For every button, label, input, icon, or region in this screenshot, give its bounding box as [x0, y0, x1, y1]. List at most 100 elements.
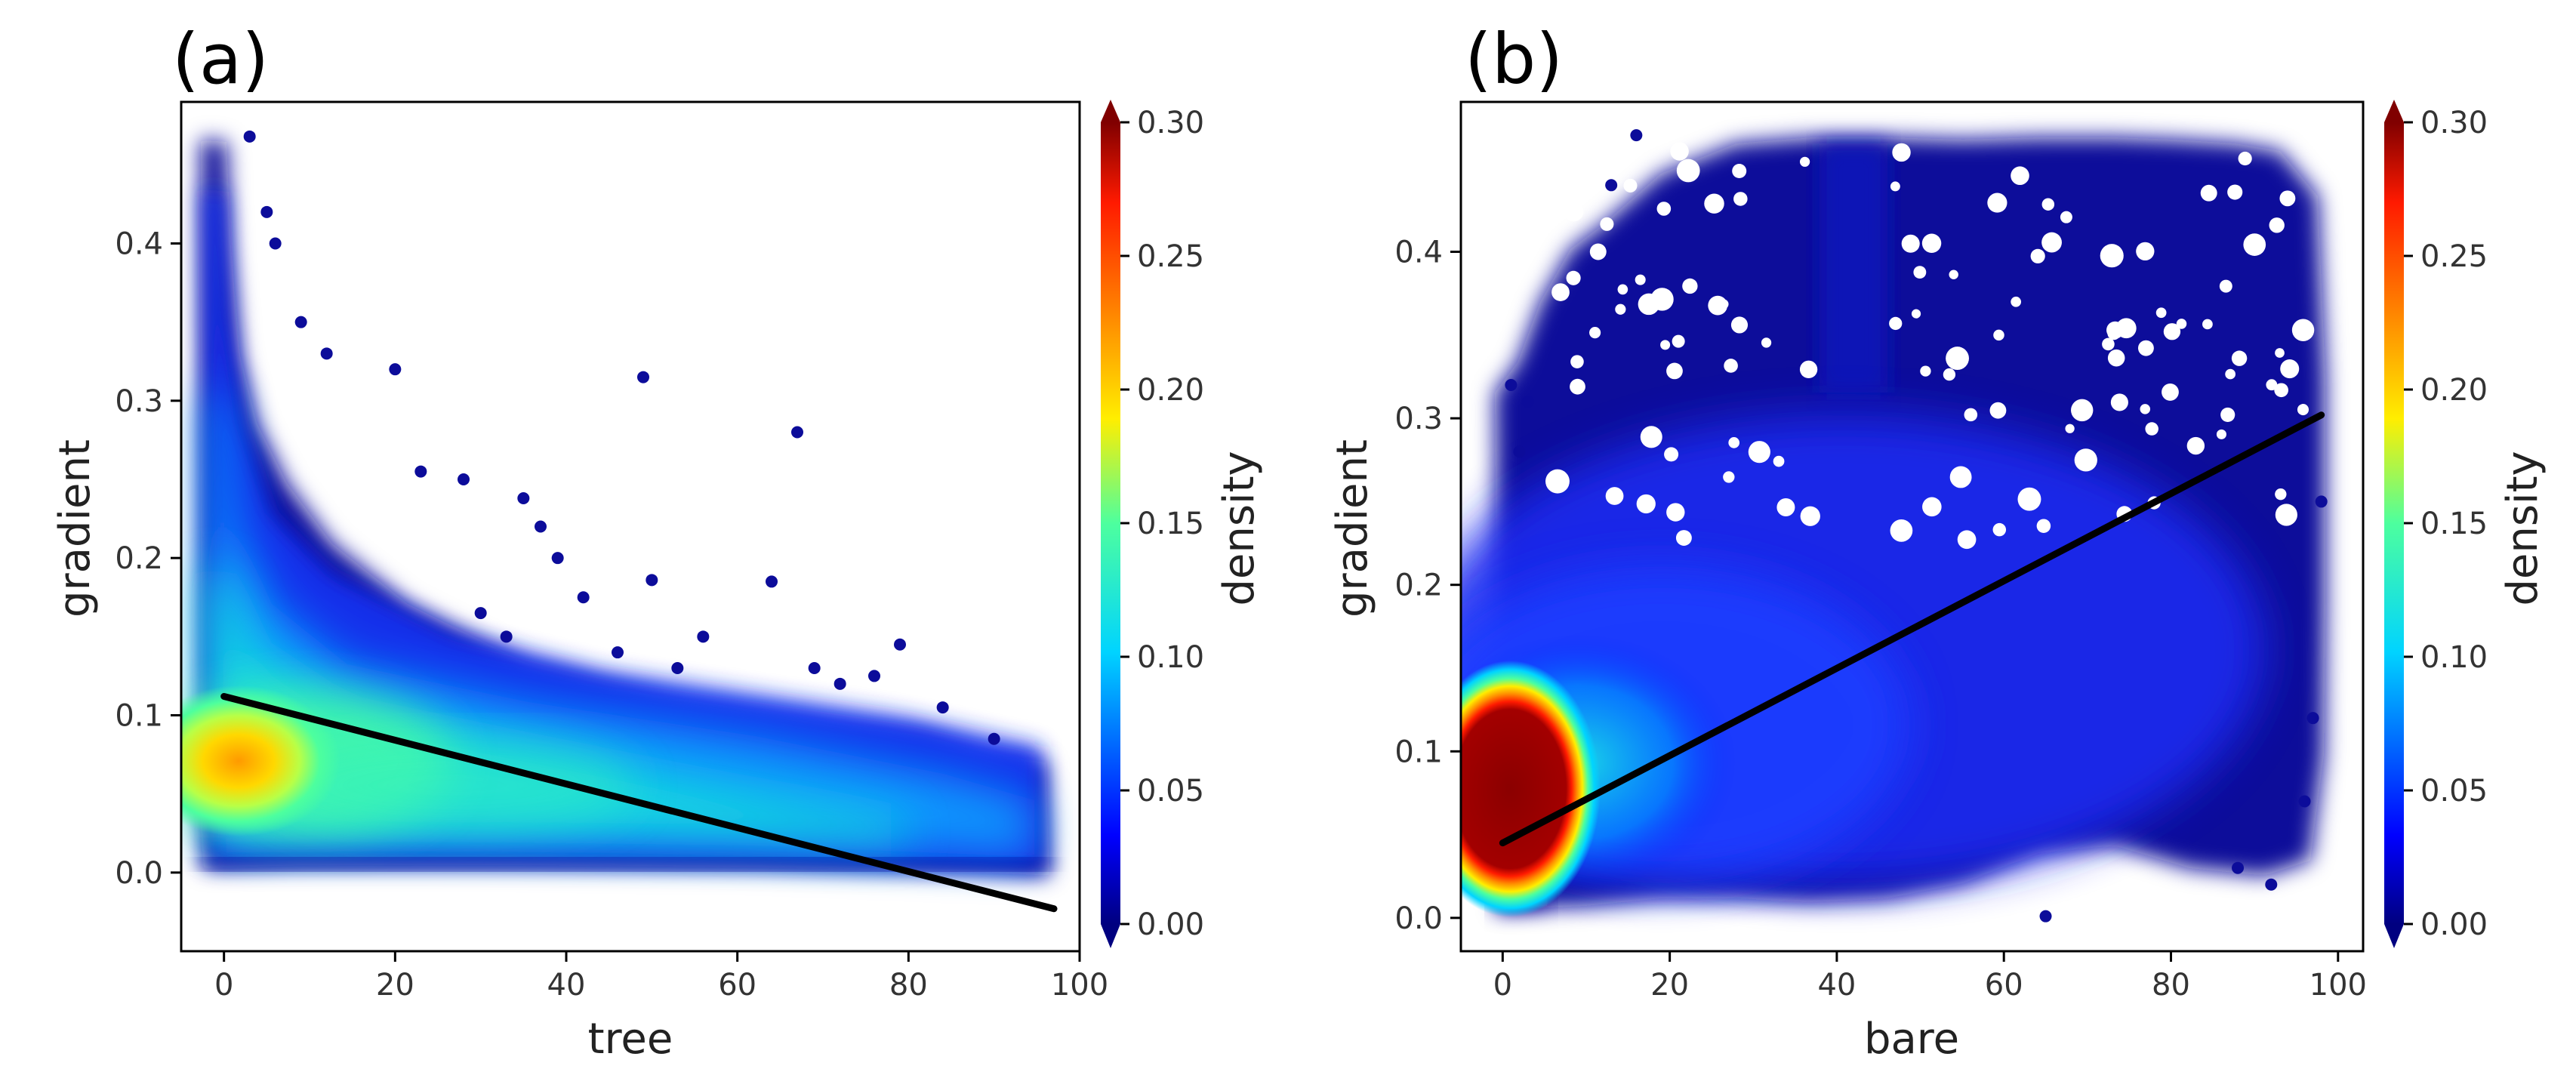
texture-gap: [2275, 488, 2287, 501]
texture-gap: [2136, 242, 2155, 261]
texture-gap: [1776, 498, 1795, 516]
texture-gap: [2280, 359, 2300, 379]
texture-gap: [2216, 429, 2226, 439]
texture-gap: [2219, 279, 2232, 293]
texture-gap: [1589, 327, 1601, 339]
colorbar-tick-label: 0.10: [2420, 640, 2488, 675]
texture-gap: [2275, 504, 2297, 526]
texture-gap: [2155, 307, 2167, 319]
y-tick-label: 0.2: [1394, 568, 1443, 603]
x-tick-label: 0: [214, 968, 233, 1003]
colorbar-tick-label: 0.25: [2420, 239, 2488, 274]
texture-gap: [2279, 190, 2296, 207]
outlier-point: [1630, 129, 1643, 142]
texture-gap: [1992, 522, 2007, 537]
texture-gap: [1617, 143, 1634, 159]
outlier-point: [500, 630, 513, 643]
texture-gap: [1943, 368, 1956, 381]
y-tick-label: 0.4: [1394, 236, 1443, 270]
texture-gap: [1615, 303, 1626, 315]
x-tick-label: 40: [547, 968, 586, 1003]
outlier-point: [791, 426, 803, 439]
texture-gap: [2071, 399, 2094, 422]
texture-gap: [1799, 156, 1810, 167]
texture-gap: [2145, 422, 2158, 436]
texture-gap: [1748, 441, 1770, 464]
texture-gap: [2238, 151, 2252, 166]
texture-gap: [1570, 378, 1585, 395]
texture-gap: [2162, 383, 2179, 401]
x-tick-label: 20: [376, 968, 414, 1003]
texture-gap: [1635, 274, 1646, 285]
outlier-point: [269, 237, 282, 250]
y-tick-label: 0.0: [115, 856, 163, 891]
colorbar-tick-label: 0.20: [2420, 373, 2488, 408]
texture-gap: [2186, 436, 2205, 455]
texture-gap: [2291, 319, 2315, 341]
colorbar-ticks-b: 0.00 0.05 0.10 0.15 0.20 0.25 0.30: [2404, 106, 2488, 942]
colorbar-gradient-a: [1101, 122, 1120, 924]
texture-gap: [1666, 503, 1685, 522]
density-cloud-b: [1461, 129, 2328, 923]
texture-gap: [1640, 426, 1662, 448]
outlier-point: [260, 205, 273, 218]
outlier-point: [646, 574, 658, 587]
texture-gap: [2102, 337, 2115, 351]
texture-gap: [1600, 217, 1614, 231]
texture-gap: [2269, 217, 2285, 233]
x-tick-label: 80: [2152, 968, 2190, 1003]
texture-gap: [2011, 296, 2022, 307]
outlier-point: [389, 363, 402, 376]
outlier-point: [294, 316, 307, 328]
texture-gap: [1733, 192, 1748, 206]
texture-gap: [2140, 404, 2151, 414]
texture-gap: [1921, 233, 1942, 253]
texture-gap: [1608, 491, 1619, 502]
texture-gap: [1545, 469, 1570, 494]
texture-gap: [2041, 232, 2062, 253]
texture-gap: [1949, 270, 1958, 279]
texture-gap: [1949, 466, 1972, 488]
colorbar-cap-top-a: [1101, 100, 1120, 122]
density-cloud-a: [181, 130, 1058, 913]
texture-gap: [1551, 283, 1570, 301]
x-axis-a: 0 20 40 60 80 100: [214, 951, 1108, 1003]
colorbar-tick-label: 0.10: [1137, 640, 1204, 675]
colorbar-tick-label: 0.15: [1137, 507, 1204, 541]
panel-a: (a) 0 20 40 60 80 100 0.0 0.1 0.2 0.3 0.4: [51, 19, 1264, 1064]
texture-gap: [1957, 530, 1977, 550]
x-tick-label: 100: [2309, 968, 2367, 1003]
texture-gap: [1964, 408, 1978, 422]
texture-gap: [1987, 193, 2007, 213]
texture-gap: [1724, 359, 1738, 373]
outliers-b: [1505, 129, 2328, 923]
colorbar-tick-label: 0.15: [2420, 507, 2488, 541]
outlier-point: [2039, 910, 2052, 923]
texture-gap: [1911, 309, 1921, 319]
texture-gap: [2017, 487, 2041, 511]
y-tick-label: 0.2: [115, 541, 163, 576]
texture-gap: [1890, 519, 1913, 542]
texture-gap: [1892, 143, 1911, 162]
outlier-point: [834, 677, 846, 690]
colorbar-cap-bottom-a: [1101, 924, 1120, 948]
texture-gap: [1704, 193, 1724, 214]
outlier-point: [2298, 795, 2311, 808]
outlier-point: [1605, 179, 1618, 192]
colorbar-tick-label: 0.30: [2420, 106, 2488, 140]
texture-gap: [2060, 211, 2072, 223]
outlier-point: [808, 662, 821, 674]
texture-gap: [1660, 340, 1671, 350]
colorbar-tick-label: 0.05: [1137, 774, 1204, 809]
texture-gap: [2107, 349, 2125, 367]
x-tick-label: 60: [1985, 968, 2023, 1003]
texture-gap: [1718, 299, 1729, 310]
plot-frame-a: [180, 100, 1081, 953]
colorbar-tick-label: 0.00: [1137, 907, 1204, 942]
texture-gap: [1676, 159, 1700, 183]
texture-gap: [2227, 184, 2243, 200]
outlier-point: [577, 591, 590, 604]
colorbar-b: 0.00 0.05 0.10 0.15 0.20 0.25 0.30 density: [2384, 100, 2547, 948]
density-core-b: [1461, 661, 1601, 917]
texture-gap: [1922, 497, 1942, 517]
